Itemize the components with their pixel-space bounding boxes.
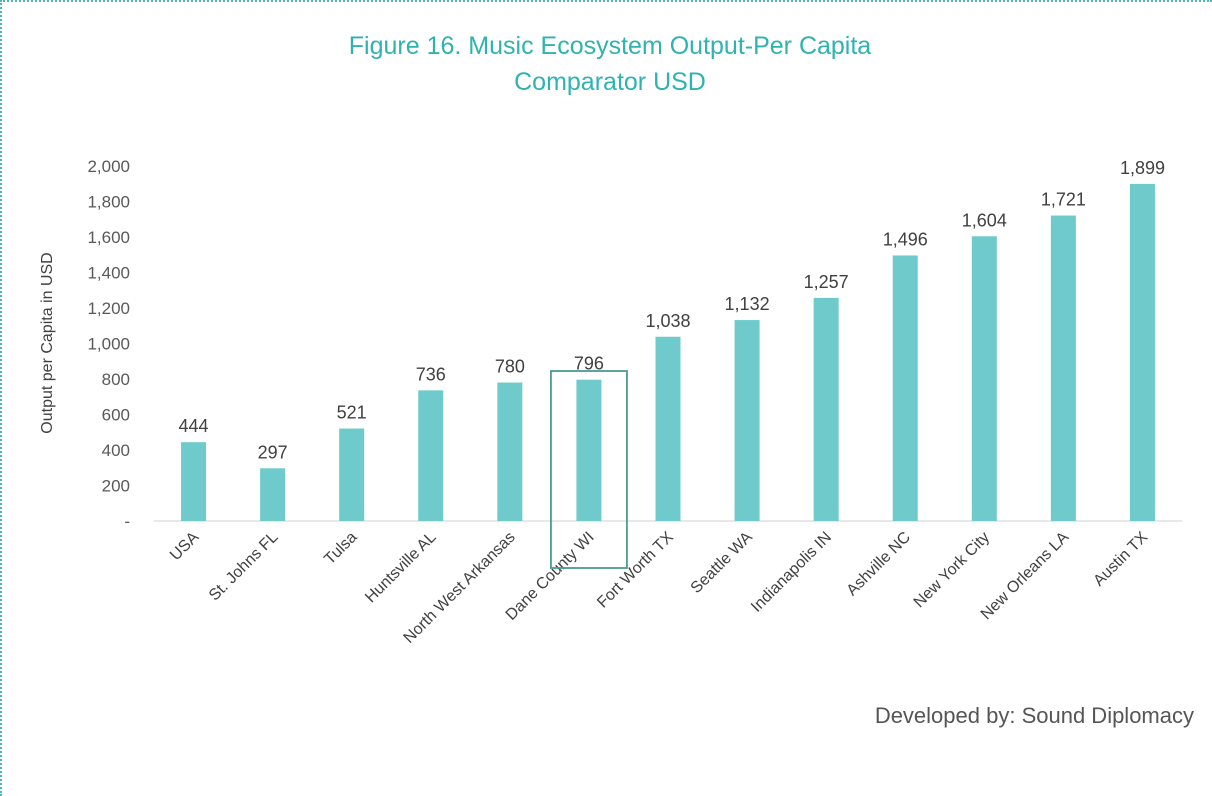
bar xyxy=(339,428,365,521)
y-tick-label: 1,800 xyxy=(87,193,130,212)
chart-title-line-1: Figure 16. Music Ecosystem Output-Per Ca… xyxy=(348,32,872,60)
category-label: St. Johns FL xyxy=(206,529,282,605)
bar xyxy=(418,390,444,521)
bar xyxy=(1129,183,1155,522)
data-label: 444 xyxy=(179,416,209,436)
category-label: Fort Worth TX xyxy=(594,529,677,612)
data-label: 780 xyxy=(495,357,525,377)
category-label: USA xyxy=(167,529,203,565)
data-label: 736 xyxy=(416,364,446,384)
bar xyxy=(181,442,207,521)
bar xyxy=(576,379,602,521)
chart-title-line-2: Comparator USD xyxy=(514,68,706,96)
highlight-box xyxy=(550,370,628,569)
data-label: 297 xyxy=(258,442,288,462)
bar xyxy=(813,297,839,521)
category-label: Indianapolis IN xyxy=(748,529,835,616)
data-label: 521 xyxy=(337,403,367,423)
chart-title: Figure 16. Music Ecosystem Output-Per Ca… xyxy=(260,28,960,100)
category-label: Austin TX xyxy=(1090,529,1151,590)
data-label: 1,899 xyxy=(1120,158,1165,178)
y-axis-label: Output per Capita in USD xyxy=(39,252,56,433)
y-tick-label: 1,400 xyxy=(87,264,130,283)
data-label: 1,132 xyxy=(725,294,770,314)
bar xyxy=(892,255,918,521)
data-label: 1,721 xyxy=(1041,190,1086,210)
data-label: 1,257 xyxy=(804,272,849,292)
y-tick-label: 1,000 xyxy=(87,335,130,354)
y-tick-label: 800 xyxy=(102,370,130,389)
category-label: New York City xyxy=(911,529,993,611)
category-label: Seattle WA xyxy=(688,529,756,597)
y-tick-label: 1,600 xyxy=(87,228,130,247)
data-label: 796 xyxy=(574,354,604,374)
category-label: Tulsa xyxy=(321,529,360,568)
bar xyxy=(1050,215,1076,521)
bar xyxy=(971,236,997,522)
bar xyxy=(497,382,523,521)
y-tick-label: 1,200 xyxy=(87,299,130,318)
category-label: Ashville NC xyxy=(844,529,914,599)
data-label: 1,496 xyxy=(883,229,928,249)
y-tick-label: 600 xyxy=(102,406,130,425)
credit-text: Developed by: Sound Diplomacy xyxy=(874,703,1194,728)
y-tick-label: - xyxy=(124,512,130,531)
bar xyxy=(734,320,760,521)
category-label: Huntsville AL xyxy=(362,529,439,606)
category-label: New Orleans LA xyxy=(978,529,1073,624)
y-tick-label: 200 xyxy=(102,477,130,496)
data-label: 1,038 xyxy=(645,311,690,331)
bar xyxy=(260,468,286,521)
y-tick-label: 400 xyxy=(102,441,130,460)
data-label: 1,604 xyxy=(962,210,1007,230)
y-tick-label: 2,000 xyxy=(87,157,130,176)
bar xyxy=(655,336,681,521)
